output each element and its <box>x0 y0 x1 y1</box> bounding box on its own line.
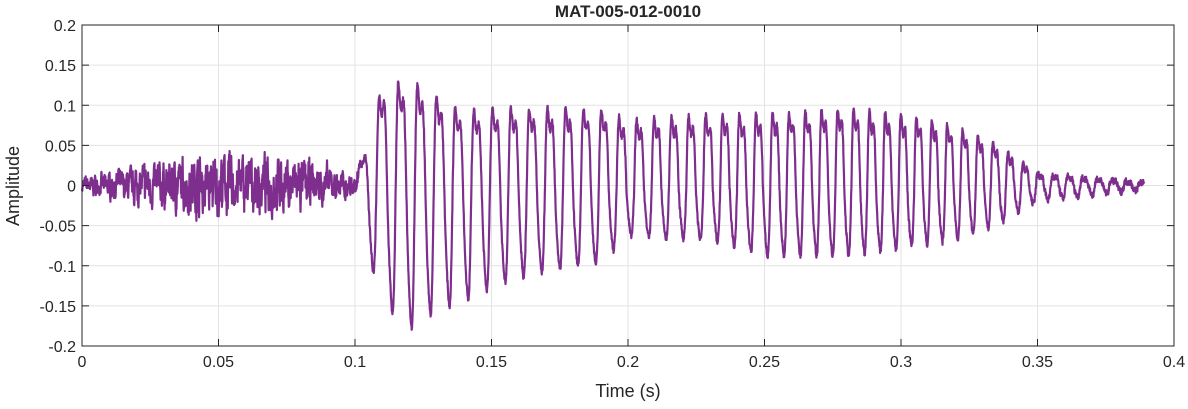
ticks: 0 0.05 0.1 0.15 0.2 0.25 0.3 0.35 0.4 0.2 0.15 0.1 0… <box>40 18 1186 371</box>
y-tick-label: -0.2 <box>48 339 76 356</box>
waveform-line <box>80 80 1146 331</box>
y-tick-label: 0.15 <box>45 58 76 75</box>
y-tick-label: -0.05 <box>40 219 77 236</box>
y-tick-label: 0.2 <box>54 18 76 35</box>
x-tick-label: 0.3 <box>890 354 912 371</box>
x-tick-label: 0.35 <box>1022 354 1053 371</box>
x-tick-label: 0.1 <box>344 354 366 371</box>
y-tick-label: -0.15 <box>40 299 77 316</box>
x-tick-label: 0.2 <box>617 354 639 371</box>
y-axis-label: Amplitude <box>3 146 23 226</box>
y-tick-label: -0.1 <box>48 259 76 276</box>
chart-title: MAT-005-012-0010 <box>555 2 701 21</box>
x-tick-label: 0.25 <box>749 354 780 371</box>
x-axis-label: Time (s) <box>595 381 660 401</box>
y-tick-label: 0.1 <box>54 98 76 115</box>
x-tick-label: 0.05 <box>203 354 234 371</box>
y-tick-label: 0 <box>67 179 76 196</box>
plot-area <box>80 80 1146 331</box>
x-tick-label: 0.4 <box>1163 354 1185 371</box>
x-tick-label: 0 <box>78 354 87 371</box>
x-tick-label: 0.15 <box>476 354 507 371</box>
y-tick-label: 0.05 <box>45 138 76 155</box>
